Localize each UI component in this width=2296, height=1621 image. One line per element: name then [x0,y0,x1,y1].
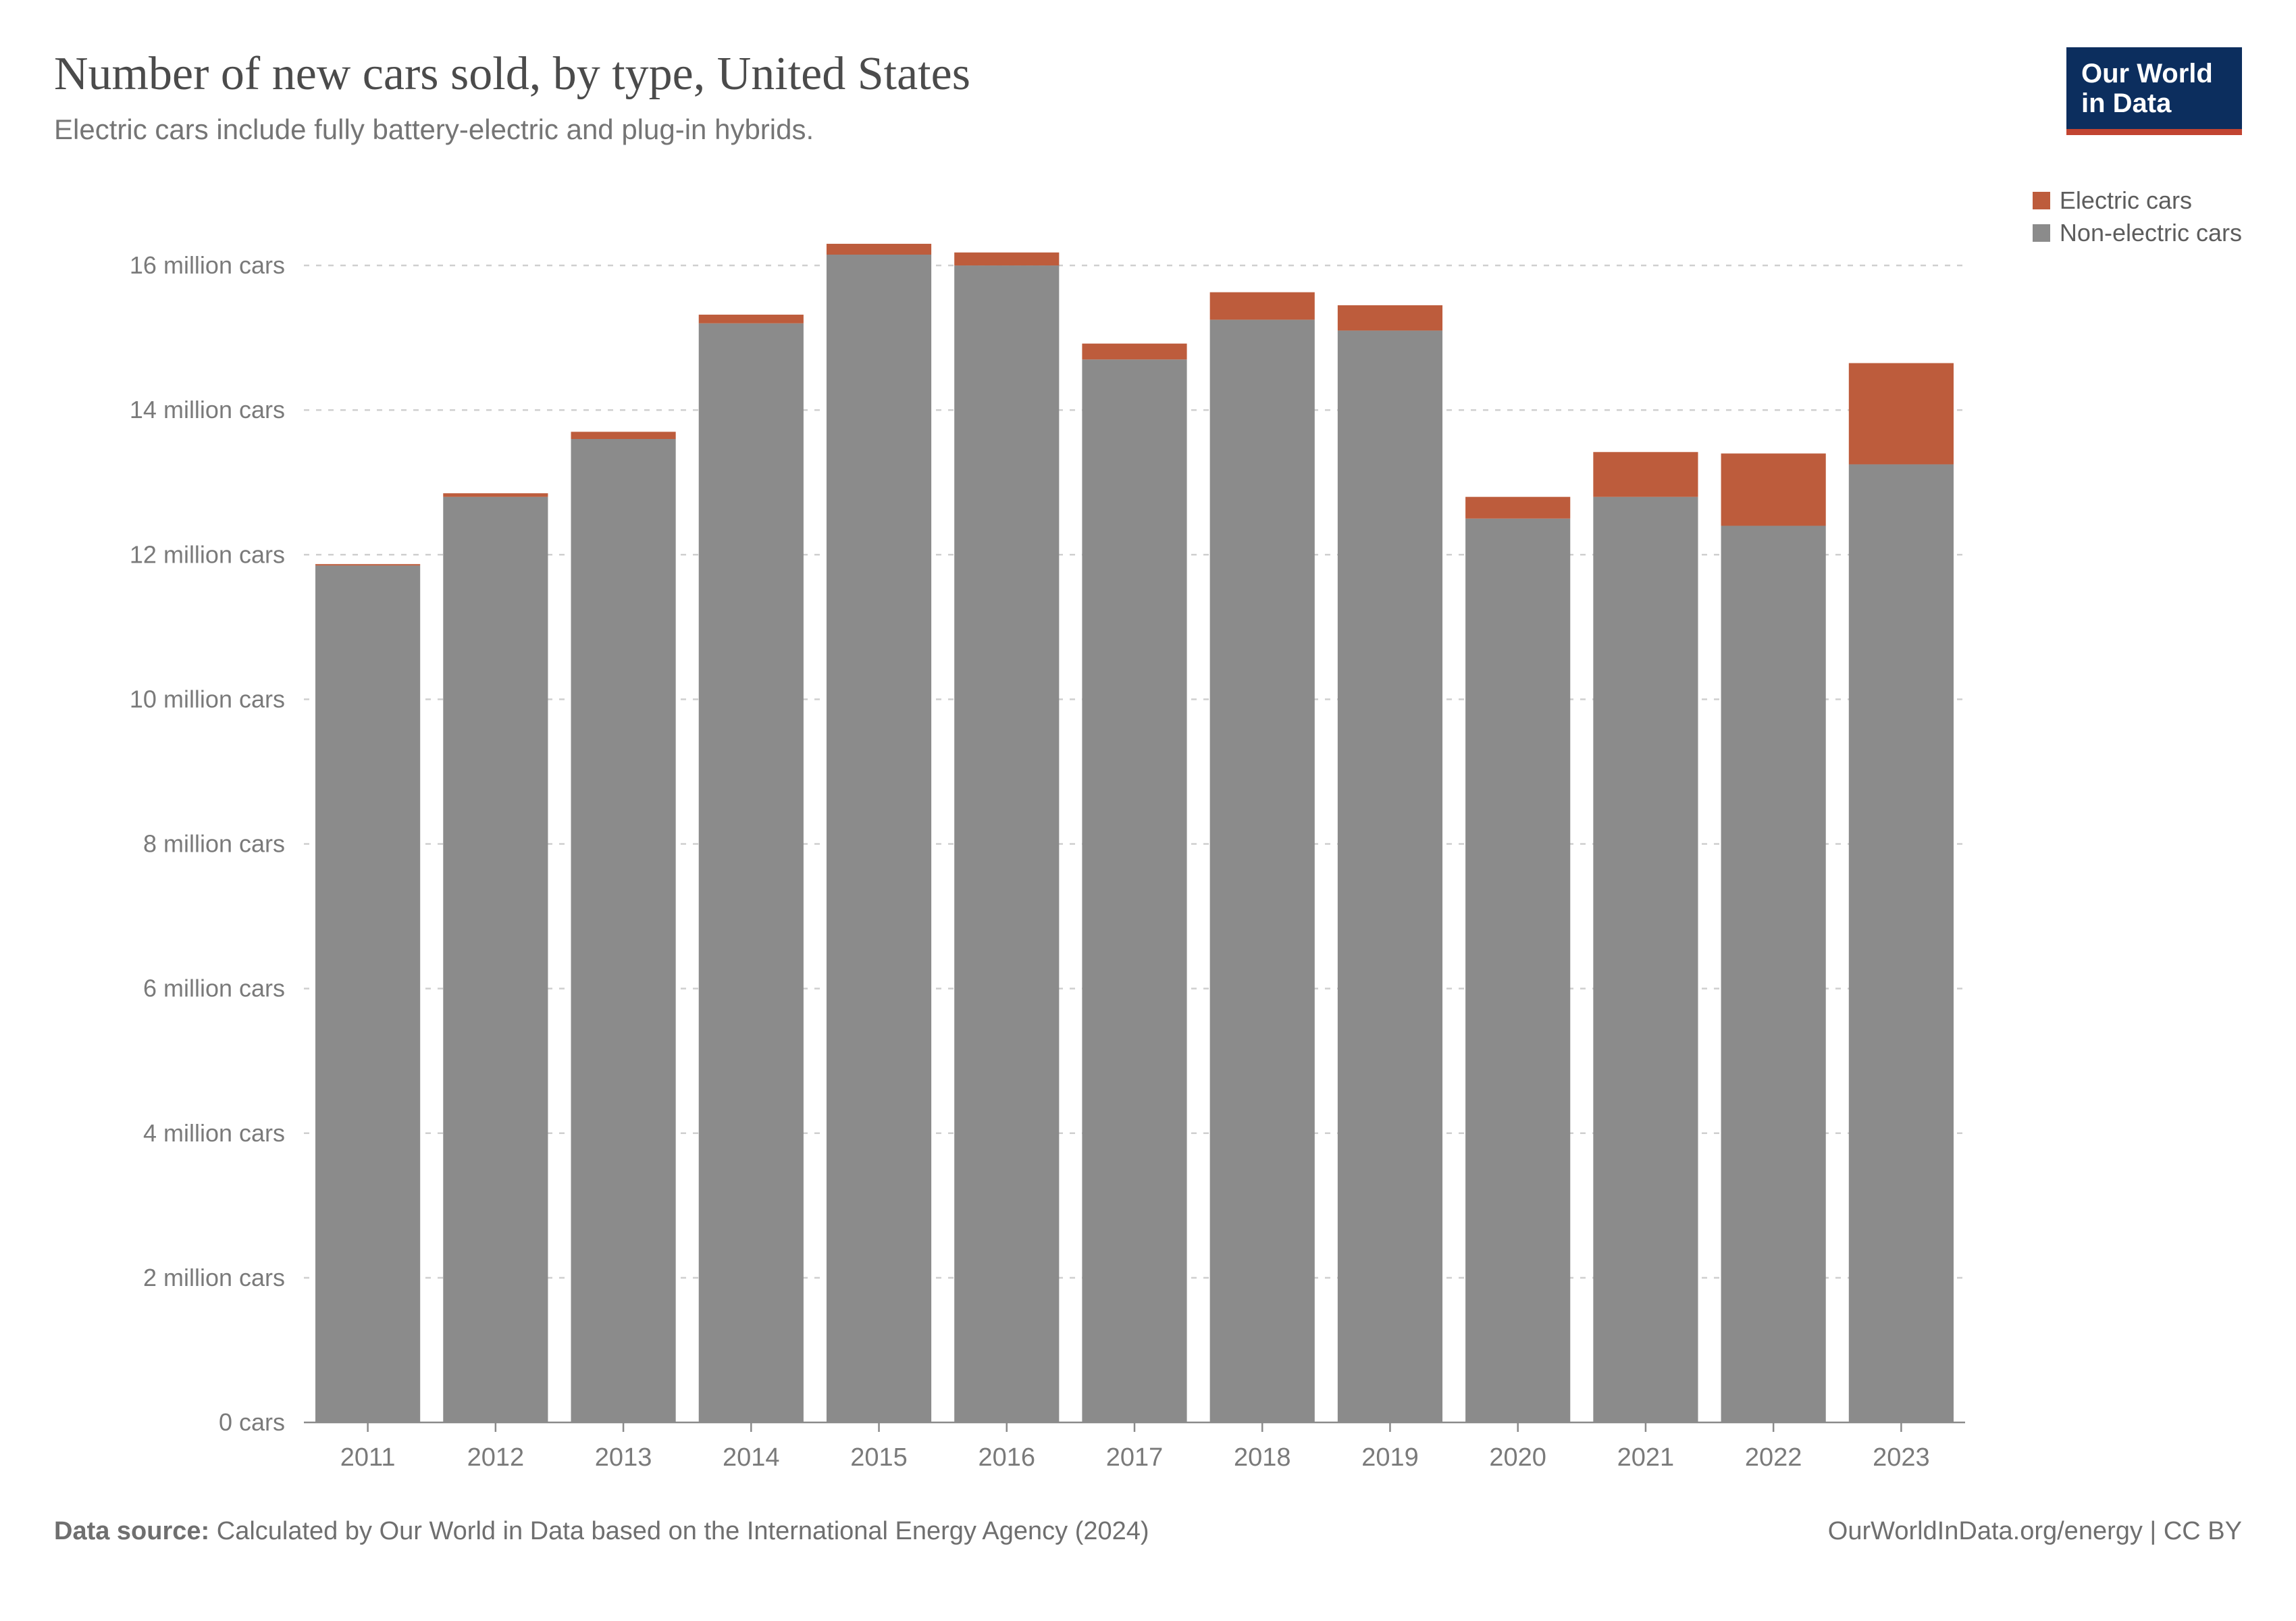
x-axis-label: 2023 [1873,1443,1930,1472]
header: Number of new cars sold, by type, United… [54,47,2242,146]
x-axis-label: 2016 [978,1443,1035,1472]
y-axis-label: 0 cars [219,1408,285,1436]
owid-logo-text: Our World in Data [2066,47,2242,129]
bar-non_electric [1593,497,1698,1422]
legend: Electric cars Non-electric cars [2033,186,2242,251]
x-axis-label: 2013 [595,1443,652,1472]
owid-logo-line1: Our World [2081,59,2242,88]
bar-electric [1082,344,1186,360]
bar-electric [954,253,1059,265]
bar-electric [1849,363,1954,465]
x-axis-label: 2017 [1106,1443,1164,1472]
y-axis-label: 4 million cars [143,1119,285,1147]
legend-item: Non-electric cars [2033,219,2242,247]
footer: Data source: Calculated by Our World in … [54,1517,2242,1546]
y-axis-label: 12 million cars [130,540,285,568]
legend-swatch [2033,192,2050,209]
y-axis-label: 8 million cars [143,830,285,858]
bar-non_electric [954,265,1059,1422]
chart-subtitle: Electric cars include fully battery-elec… [54,113,2066,146]
x-axis-label: 2015 [850,1443,908,1472]
bar-electric [699,315,804,324]
bar-non_electric [827,255,931,1422]
bar-non_electric [1338,330,1442,1422]
bar-electric [1210,292,1315,320]
legend-label: Electric cars [2060,186,2192,215]
chart-title: Number of new cars sold, by type, United… [54,47,2066,101]
bar-non_electric [315,565,420,1422]
bar-electric [1721,453,1826,525]
attribution: OurWorldInData.org/energy | CC BY [1828,1517,2242,1546]
y-axis-label: 14 million cars [130,396,285,423]
bar-electric [1593,452,1698,496]
legend-item: Electric cars [2033,186,2242,215]
bar-electric [1338,305,1442,330]
x-axis-label: 2019 [1361,1443,1419,1472]
x-axis-label: 2022 [1745,1443,1802,1472]
data-source-label: Data source: [54,1517,209,1545]
bar-non_electric [1849,464,1954,1422]
legend-label: Non-electric cars [2060,219,2242,247]
x-axis-label: 2020 [1489,1443,1546,1472]
stacked-bar-chart: 0 cars 2 million cars 4 million cars 6 mill… [54,186,2242,1490]
x-axis-label: 2014 [723,1443,780,1472]
bar-non_electric [443,497,548,1422]
y-axis-label: 2 million cars [143,1264,285,1291]
owid-logo: Our World in Data [2066,47,2242,135]
bar-non_electric [571,439,675,1422]
titles: Number of new cars sold, by type, United… [54,47,2066,146]
bar-non_electric [1721,525,1826,1422]
legend-swatch [2033,224,2050,242]
owid-logo-line2: in Data [2081,88,2242,118]
data-source: Data source: Calculated by Our World in … [54,1517,1149,1546]
bar-non_electric [1210,319,1315,1422]
bar-non_electric [1465,519,1570,1422]
x-axis-label: 2018 [1234,1443,1291,1472]
bar-non_electric [699,324,804,1422]
owid-logo-accent [2066,129,2242,135]
x-axis-label: 2011 [340,1443,396,1472]
bar-electric [571,432,675,439]
y-axis-label: 10 million cars [130,685,285,713]
bar-electric [827,244,931,255]
x-axis-label: 2012 [467,1443,525,1472]
chart-area: 0 cars 2 million cars 4 million cars 6 mill… [54,186,2242,1490]
page: Number of new cars sold, by type, United… [0,0,2296,1621]
bar-electric [315,564,420,565]
x-axis-label: 2021 [1617,1443,1675,1472]
bar-electric [1465,497,1570,519]
bar-non_electric [1082,359,1186,1422]
y-axis-label: 16 million cars [130,251,285,279]
y-axis-label: 6 million cars [143,975,285,1002]
bar-electric [443,493,548,496]
data-source-text: Calculated by Our World in Data based on… [217,1517,1149,1545]
